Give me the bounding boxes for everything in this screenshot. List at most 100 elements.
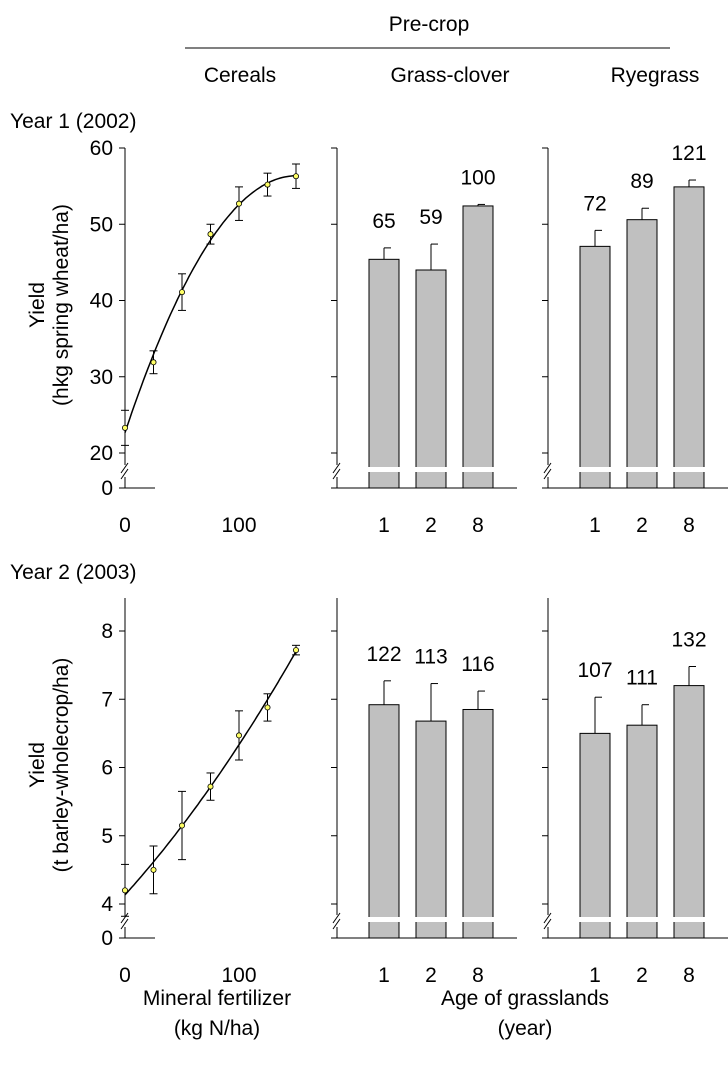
footer-x-label-fertilizer-line-1: Mineral fertilizer <box>143 987 291 1010</box>
year-2-cereals-point <box>122 887 129 894</box>
year-2-ryegrass-bar <box>673 685 705 939</box>
y-tick-label: 50 <box>90 213 113 236</box>
year-1-grass-clover-bar <box>415 269 447 489</box>
x-tick-label-age: 2 <box>636 514 648 537</box>
year-1-grass-clover-bar <box>368 258 400 489</box>
y-tick-label: 30 <box>90 366 113 389</box>
year-2-ryegrass-bar <box>579 732 611 939</box>
year-2-grass-clover-bar-break <box>461 917 495 922</box>
year-1-ryegrass-bar <box>579 245 611 489</box>
x-tick-label-age: 8 <box>472 514 484 537</box>
row-label-year-1: Year 1 (2002) <box>10 110 136 133</box>
year-1-ryegrass-bar <box>673 186 705 489</box>
year-2-ryegrass-data-label: 111 <box>626 667 658 690</box>
year-2-panel-0-axis-break-b <box>120 918 129 930</box>
x-tick-label-age: 1 <box>589 514 601 537</box>
year-1-cereals-point <box>292 173 299 180</box>
row-label-year-2: Year 2 (2003) <box>10 561 136 584</box>
year-1-panel-2-axis-break-a <box>543 462 552 474</box>
year-2-grass-clover-data-label: 122 <box>366 643 401 666</box>
year-2-ryegrass-bar-break <box>672 917 706 922</box>
year-1-panel-0-axis-break-b <box>120 468 129 480</box>
x-tick-label-age: 8 <box>683 514 695 537</box>
year-2-cereals-point <box>150 866 157 873</box>
year-2-grass-clover-bar <box>462 708 494 939</box>
y-tick-label-zero: 0 <box>101 477 113 500</box>
y-tick-label: 5 <box>101 825 113 848</box>
x-tick-label-fertilizer: 0 <box>119 514 131 537</box>
x-tick-label-age: 2 <box>425 964 437 987</box>
year-1-grass-clover-bar-break <box>414 467 448 472</box>
y-axis-title-year-1-line-2: (hkg spring wheat/ha) <box>50 204 73 406</box>
header-title: Pre-crop <box>389 13 470 36</box>
year-1-grass-clover-data-label: 100 <box>460 166 495 189</box>
year-1-ryegrass-bar <box>626 219 658 489</box>
year-2-panel-1-axis-break-a <box>332 912 341 924</box>
x-tick-label-fertilizer: 100 <box>221 514 256 537</box>
year-1-cereals-point <box>178 289 185 296</box>
year-2-panel-2-axis-break-a <box>543 912 552 924</box>
year-2-ryegrass-bar <box>626 724 658 939</box>
x-tick-label-age: 1 <box>378 514 390 537</box>
year-1-ryegrass-bar-break <box>672 467 706 472</box>
year-1-panel-1-axis-break-a <box>332 462 341 474</box>
year-1-cereals-point <box>207 231 214 238</box>
year-1-panel-2-axis-break-b <box>543 468 552 480</box>
y-tick-label: 40 <box>90 290 113 313</box>
y-tick-label: 4 <box>101 893 113 916</box>
x-tick-label-age: 2 <box>425 514 437 537</box>
year-2-panel-2-axis-break-b <box>543 918 552 930</box>
year-2-ryegrass-data-label: 132 <box>671 628 706 651</box>
year-1-ryegrass-data-label: 89 <box>630 170 653 193</box>
x-tick-label-age: 1 <box>589 964 601 987</box>
y-axis-title-year-1: Yield (hkg spring wheat/ha) <box>26 204 73 406</box>
y-tick-label: 60 <box>90 137 113 160</box>
year-1-cereals-point <box>150 359 157 366</box>
year-2-panel-1-axis-break-b <box>332 918 341 930</box>
year-2-cereals-point <box>292 647 299 654</box>
year-1-ryegrass-data-label: 72 <box>583 192 606 215</box>
footer-x-label-fertilizer-line-2: (kg N/ha) <box>174 1017 260 1040</box>
x-tick-label-age: 8 <box>472 964 484 987</box>
year-2-panel-0-axis-break-a <box>120 912 129 924</box>
x-tick-label-age: 1 <box>378 964 390 987</box>
year-2-cereals-point <box>235 732 242 739</box>
year-2-cereals-point <box>264 704 271 711</box>
x-tick-label-age: 2 <box>636 964 648 987</box>
year-2-ryegrass-data-label: 107 <box>577 659 612 682</box>
year-1-grass-clover-bar-break <box>367 467 401 472</box>
year-2-ryegrass-bar-break <box>578 917 612 922</box>
y-axis-title-year-2-line-1: Yield <box>26 742 49 788</box>
y-tick-label: 7 <box>101 688 113 711</box>
year-2-ryegrass-bar-break <box>625 917 659 922</box>
year-2-grass-clover-bar-break <box>367 917 401 922</box>
x-tick-label-fertilizer: 0 <box>119 964 131 987</box>
year-1-fitted-curve <box>124 175 296 433</box>
x-tick-label-age: 8 <box>683 964 695 987</box>
year-2-cereals-point <box>178 822 185 829</box>
y-tick-label-zero: 0 <box>101 927 113 950</box>
footer-x-label-age-line-1: Age of grasslands <box>441 987 609 1010</box>
year-2-grass-clover-bar <box>368 704 400 939</box>
year-1-cereals-point <box>122 424 129 431</box>
y-axis-title-year-2-line-2: (t barley-wholecrop/ha) <box>50 658 73 873</box>
year-1-cereals-point <box>235 200 242 207</box>
y-tick-label: 6 <box>101 757 113 780</box>
year-1-panel-1-axis-break-b <box>332 468 341 480</box>
year-1-grass-clover-bar <box>462 205 494 489</box>
footer-x-label-age-line-2: (year) <box>498 1017 553 1040</box>
year-2-grass-clover-data-label: 113 <box>414 646 447 669</box>
y-axis-title-year-2: Yield (t barley-wholecrop/ha) <box>26 658 73 873</box>
year-1-grass-clover-bar-break <box>461 467 495 472</box>
year-2-grass-clover-data-label: 116 <box>461 653 494 676</box>
y-axis-title-year-1-line-1: Yield <box>26 282 49 328</box>
column-title-ryegrass: Ryegrass <box>611 64 700 87</box>
column-title-grass-clover: Grass-clover <box>390 64 509 87</box>
year-1-ryegrass-bar-break <box>625 467 659 472</box>
year-1-ryegrass-data-label: 121 <box>671 142 706 165</box>
year-2-cereals-point <box>207 783 214 790</box>
year-1-ryegrass-bar-break <box>578 467 612 472</box>
column-title-cereals: Cereals <box>204 64 276 87</box>
